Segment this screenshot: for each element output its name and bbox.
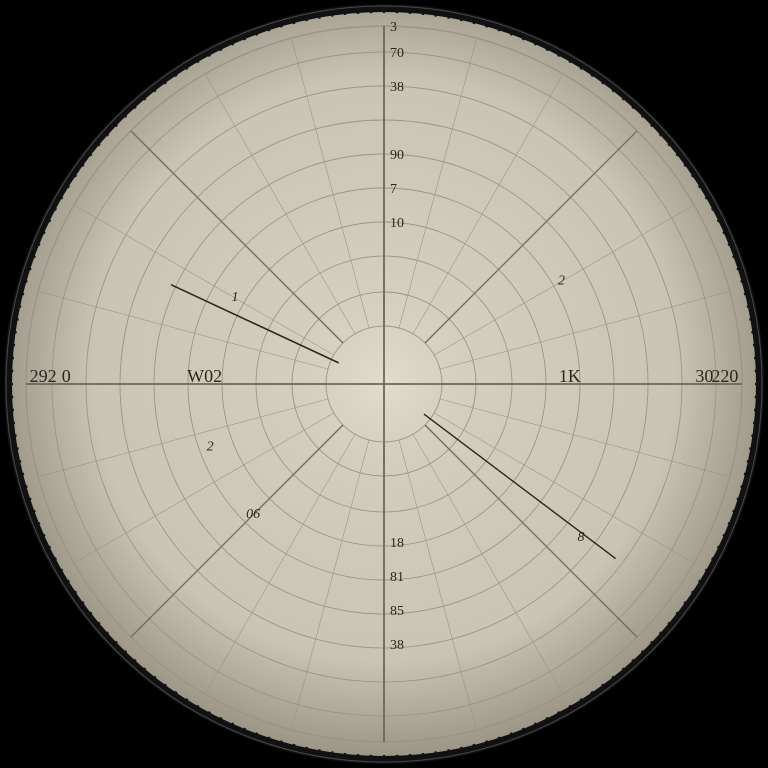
ring-label: 3 xyxy=(390,20,397,35)
diag-label: 8 xyxy=(578,530,585,545)
axis-label: W02 xyxy=(187,366,222,386)
ring-label: 18 xyxy=(390,536,404,551)
ring-label: 10 xyxy=(390,216,404,231)
ring-label: 81 xyxy=(390,570,404,585)
diag-label: 2 xyxy=(558,274,565,289)
axis-label: 0 xyxy=(62,366,71,386)
axis-label: 220 xyxy=(711,366,738,386)
ring-label: 90 xyxy=(390,148,404,163)
polar-chart-dial: { "chart": { "type": "polar-dial", "canv… xyxy=(0,0,768,768)
polar-dial-svg: 3703890710188185382920W021K30220122068 xyxy=(0,0,768,768)
ring-label: 85 xyxy=(390,604,404,619)
axis-label: 1K xyxy=(559,366,581,386)
diag-label: 1 xyxy=(232,290,239,305)
ring-label: 70 xyxy=(390,46,404,61)
diag-label: 06 xyxy=(246,507,260,522)
ring-label: 7 xyxy=(390,182,397,197)
diag-label: 2 xyxy=(207,439,214,454)
ring-label: 38 xyxy=(390,638,404,653)
ring-label: 38 xyxy=(390,80,404,95)
axis-label: 292 xyxy=(30,366,57,386)
